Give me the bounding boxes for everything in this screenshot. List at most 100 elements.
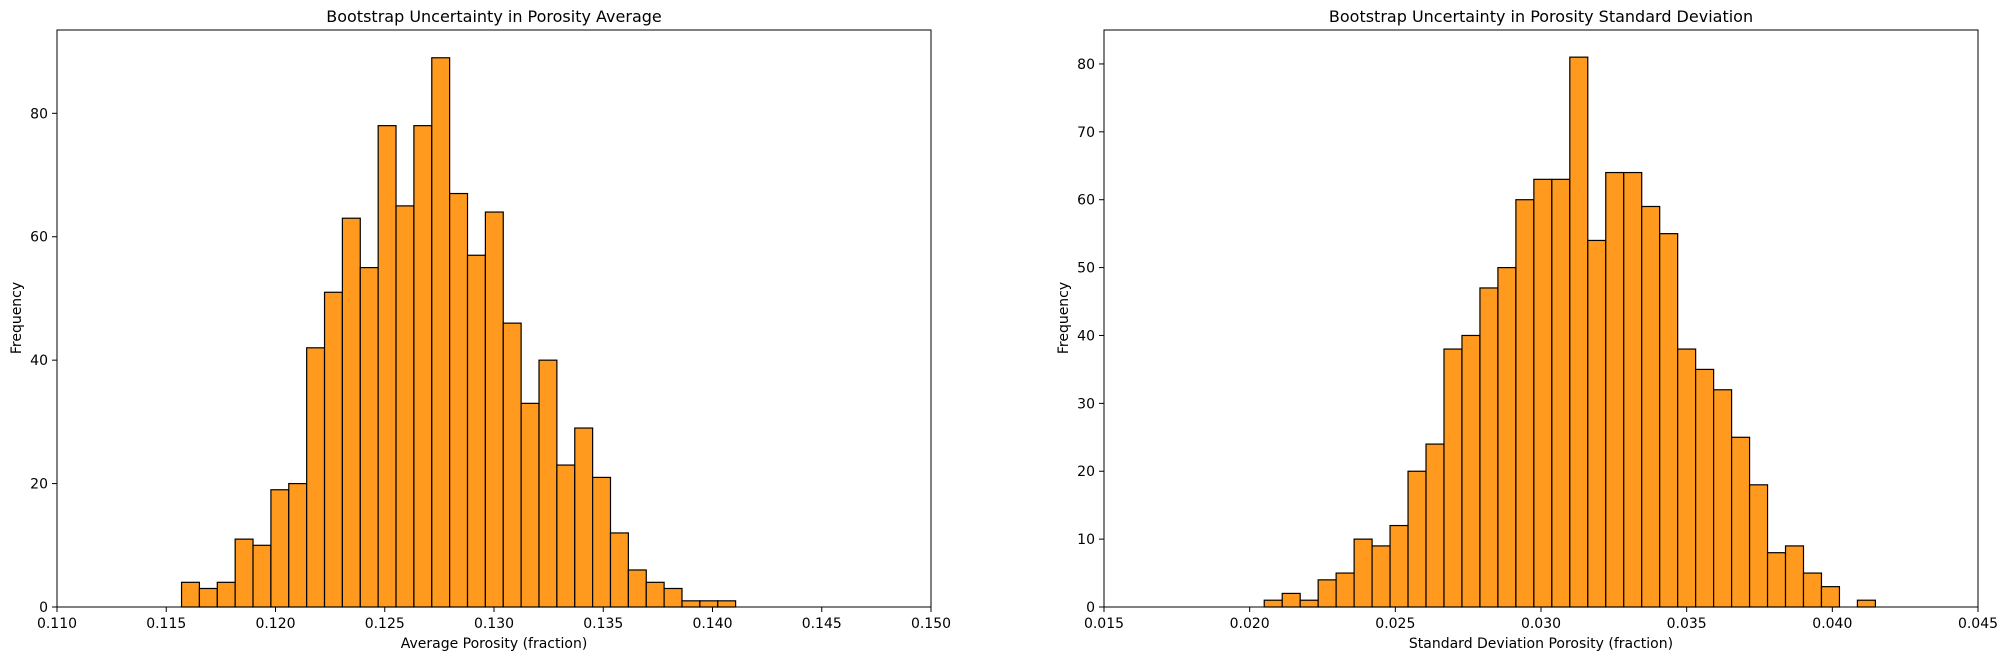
histogram-bar xyxy=(609,532,629,608)
x-tick-label: 0.145 xyxy=(802,616,842,632)
histogram-bar xyxy=(645,581,665,608)
y-tick-label: 0 xyxy=(1086,600,1095,616)
histogram-bar xyxy=(502,322,522,608)
histogram-bar xyxy=(484,211,504,608)
histogram-bar xyxy=(180,581,201,608)
y-tick-label: 20 xyxy=(30,477,48,493)
histogram-bar xyxy=(395,205,415,608)
histogram-bar xyxy=(1730,436,1751,608)
histogram-bar xyxy=(681,600,701,608)
histogram-bar xyxy=(1299,599,1319,608)
histogram-bar xyxy=(1784,545,1805,608)
histogram-bar xyxy=(1605,171,1625,608)
histogram-bar xyxy=(1317,579,1337,608)
histogram-bar xyxy=(1748,484,1769,608)
histogram-bar xyxy=(1389,524,1409,608)
y-tick-label: 40 xyxy=(30,353,48,369)
x-tick-label: 0.030 xyxy=(1521,616,1561,632)
histogram-bar xyxy=(1766,552,1787,608)
x-tick-label: 0.025 xyxy=(1375,616,1415,632)
y-axis-ticks: 0 20 40 60 80 xyxy=(30,106,57,616)
histogram-bar xyxy=(198,587,218,608)
histogram-bar xyxy=(592,476,612,608)
histogram-bar xyxy=(1695,368,1715,608)
histogram-bar xyxy=(252,544,272,608)
histogram-bar xyxy=(717,600,737,608)
histogram-bar xyxy=(1263,599,1283,608)
y-tick-label: 0 xyxy=(39,600,48,616)
histogram-bars xyxy=(1263,56,1877,608)
y-tick-label: 70 xyxy=(1077,125,1095,141)
chart-average-porosity: Bootstrap Uncertainty in Porosity Averag… xyxy=(9,7,951,652)
histogram-bar xyxy=(359,266,379,608)
y-tick-label: 80 xyxy=(1077,57,1095,73)
histogram-bar xyxy=(1497,266,1517,608)
x-tick-label: 0.125 xyxy=(365,616,405,632)
histogram-bar xyxy=(288,482,308,608)
x-tick-label: 0.040 xyxy=(1812,616,1852,632)
histogram-bar xyxy=(377,125,397,608)
histogram-bar xyxy=(1281,592,1301,608)
histogram-bar xyxy=(1677,348,1697,608)
histogram-bar xyxy=(1587,239,1607,608)
x-tick-label: 0.140 xyxy=(692,616,732,632)
histogram-bar xyxy=(1641,205,1661,608)
histogram-bar xyxy=(431,57,451,608)
histogram-bar xyxy=(1425,443,1445,608)
histogram-bar xyxy=(323,291,343,608)
histogram-bar xyxy=(1856,599,1877,608)
y-tick-label: 10 xyxy=(1077,532,1095,548)
chart-title: Bootstrap Uncertainty in Porosity Standa… xyxy=(1329,7,1753,26)
x-axis-ticks: 0.110 0.115 0.120 0.125 0.130 0.135 0.140 0.145… xyxy=(37,607,951,632)
histogram-bar xyxy=(216,581,236,608)
x-axis-ticks: 0.015 0.020 0.025 0.030 0.035 0.040 0.045 xyxy=(1084,607,1998,632)
y-tick-label: 20 xyxy=(1077,464,1095,480)
histogram-bar xyxy=(1479,287,1499,608)
histogram-bar xyxy=(1353,538,1373,608)
histogram-bar xyxy=(520,402,540,608)
histogram-bar xyxy=(1659,233,1679,608)
histogram-bar xyxy=(234,538,254,608)
histogram-bars xyxy=(180,57,737,608)
x-tick-label: 0.150 xyxy=(911,616,951,632)
x-tick-label: 0.020 xyxy=(1230,616,1270,632)
chart-std-porosity: Bootstrap Uncertainty in Porosity Standa… xyxy=(1056,7,1998,652)
x-tick-label: 0.110 xyxy=(37,616,77,632)
x-tick-label: 0.135 xyxy=(583,616,623,632)
histogram-bar xyxy=(1371,545,1391,608)
y-axis-ticks: 0 10 20 30 40 50 60 70 80 xyxy=(1077,57,1104,616)
x-tick-label: 0.115 xyxy=(146,616,186,632)
histogram-bar xyxy=(449,192,469,608)
histogram-bar xyxy=(1443,348,1463,608)
x-axis-label: Average Porosity (fraction) xyxy=(401,636,588,652)
histogram-bar xyxy=(413,125,433,608)
histogram-bar xyxy=(1820,586,1841,608)
histogram-bar xyxy=(574,427,594,608)
x-tick-label: 0.035 xyxy=(1667,616,1707,632)
histogram-bar xyxy=(1623,171,1643,608)
y-axis-label: Frequency xyxy=(9,282,25,354)
x-tick-label: 0.015 xyxy=(1084,616,1124,632)
histogram-bar xyxy=(270,489,290,608)
x-tick-label: 0.120 xyxy=(255,616,295,632)
y-tick-label: 50 xyxy=(1077,261,1095,277)
chart-title: Bootstrap Uncertainty in Porosity Averag… xyxy=(326,7,662,26)
histogram-bar xyxy=(306,347,326,608)
y-axis-label: Frequency xyxy=(1056,282,1072,354)
histogram-bar xyxy=(1407,470,1427,608)
histogram-bar xyxy=(1551,178,1571,608)
histogram-bar xyxy=(1713,389,1733,608)
histogram-bar xyxy=(341,217,361,608)
histogram-bar xyxy=(556,464,576,608)
x-tick-label: 0.130 xyxy=(474,616,514,632)
histogram-bar xyxy=(538,359,558,608)
histogram-bar xyxy=(627,569,647,608)
histogram-bar xyxy=(699,600,719,608)
histogram-bar xyxy=(663,587,683,608)
y-tick-label: 80 xyxy=(30,106,48,122)
histogram-bar xyxy=(1533,178,1553,608)
histogram-bar xyxy=(1802,572,1823,608)
x-axis-label: Standard Deviation Porosity (fraction) xyxy=(1409,636,1673,652)
y-tick-label: 60 xyxy=(30,230,48,246)
